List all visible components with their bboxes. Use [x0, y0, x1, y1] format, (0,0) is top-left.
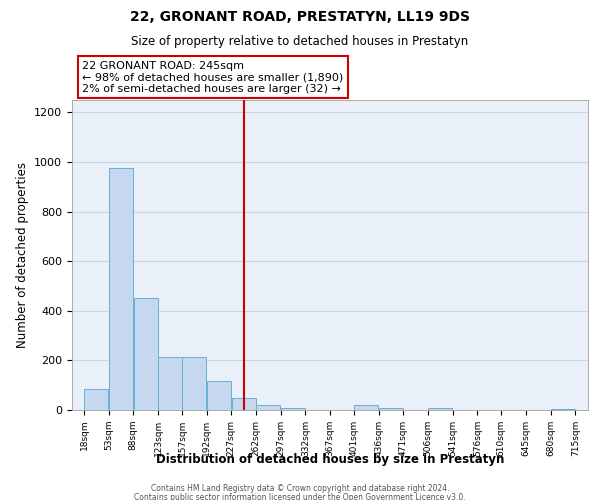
- Text: Contains public sector information licensed under the Open Government Licence v3: Contains public sector information licen…: [134, 494, 466, 500]
- Text: 22, GRONANT ROAD, PRESTATYN, LL19 9DS: 22, GRONANT ROAD, PRESTATYN, LL19 9DS: [130, 10, 470, 24]
- Bar: [134, 298, 158, 410]
- Bar: [232, 398, 256, 410]
- Bar: [85, 389, 109, 410]
- Y-axis label: Number of detached properties: Number of detached properties: [16, 162, 29, 348]
- Bar: [256, 405, 280, 410]
- Bar: [379, 408, 403, 410]
- Text: Contains HM Land Registry data © Crown copyright and database right 2024.: Contains HM Land Registry data © Crown c…: [151, 484, 449, 493]
- Text: Size of property relative to detached houses in Prestatyn: Size of property relative to detached ho…: [131, 35, 469, 48]
- Bar: [182, 356, 206, 410]
- Bar: [207, 382, 231, 410]
- Bar: [158, 356, 182, 410]
- Text: 22 GRONANT ROAD: 245sqm
← 98% of detached houses are smaller (1,890)
2% of semi-: 22 GRONANT ROAD: 245sqm ← 98% of detache…: [82, 60, 344, 94]
- Bar: [355, 405, 378, 410]
- Bar: [428, 408, 452, 410]
- Bar: [551, 409, 575, 410]
- Bar: [109, 168, 133, 410]
- Bar: [281, 408, 305, 410]
- Text: Distribution of detached houses by size in Prestatyn: Distribution of detached houses by size …: [156, 452, 504, 466]
